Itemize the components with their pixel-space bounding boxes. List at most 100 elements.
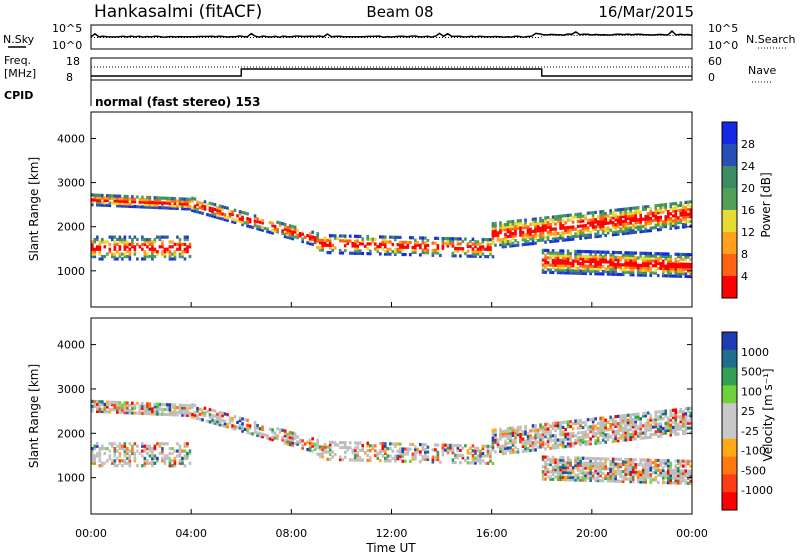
velocity-cell xyxy=(646,411,650,415)
velocity-cell xyxy=(491,443,495,447)
velocity-cell xyxy=(168,447,172,451)
power-cell xyxy=(511,232,515,236)
power-cell xyxy=(684,220,688,224)
power-cell xyxy=(161,245,164,249)
power-cell xyxy=(208,208,212,213)
power-cell xyxy=(111,252,114,256)
velocity-cell xyxy=(133,404,137,408)
velocity-cell xyxy=(581,421,585,425)
power-cell xyxy=(196,202,199,207)
velocity-cell xyxy=(686,459,690,463)
velocity-cell xyxy=(669,418,673,422)
power-cell xyxy=(501,245,505,249)
power-cell xyxy=(158,235,162,239)
velocity-cell xyxy=(674,423,678,427)
velocity-cell xyxy=(636,477,640,481)
velocity-cell xyxy=(584,464,587,468)
velocity-cell xyxy=(406,449,410,454)
power-cell xyxy=(153,201,157,205)
power-cell xyxy=(619,263,622,267)
velocity-cell xyxy=(541,430,545,434)
power-cell xyxy=(564,238,567,242)
power-cell xyxy=(624,253,627,257)
velocity-cell xyxy=(186,444,189,448)
power-cell xyxy=(614,270,617,274)
velocity-cell xyxy=(133,411,137,415)
velocity-cell xyxy=(666,466,670,470)
power-cell xyxy=(689,209,693,214)
power-cell xyxy=(554,232,557,236)
velocity-cell xyxy=(551,460,555,464)
power-cell xyxy=(556,263,560,267)
velocity-cell xyxy=(569,461,572,465)
power-cell xyxy=(689,207,693,211)
velocity-cell xyxy=(519,435,522,439)
velocity-cell xyxy=(689,426,693,430)
power-cell xyxy=(579,234,582,238)
power-cell xyxy=(366,237,370,241)
velocity-cell xyxy=(308,446,312,450)
velocity-cell xyxy=(556,445,560,450)
power-cell xyxy=(113,201,117,205)
power-scatter-cells xyxy=(91,193,693,279)
power-cell xyxy=(546,256,550,260)
velocity-cell xyxy=(171,447,174,451)
velocity-cell xyxy=(591,434,595,438)
velocity-cell xyxy=(358,456,362,460)
velocity-cell xyxy=(386,459,390,463)
velocity-cell xyxy=(271,438,274,442)
velocity-cell xyxy=(631,417,635,422)
power-cell xyxy=(128,250,132,254)
velocity-cell xyxy=(469,451,472,455)
power-cell xyxy=(649,259,653,263)
power-cell xyxy=(644,224,648,228)
power-cell xyxy=(156,235,159,239)
power-cell xyxy=(343,239,347,243)
velocity-cell xyxy=(666,459,670,463)
power-cell xyxy=(188,204,192,209)
velocity-cell xyxy=(101,407,104,411)
velocity-cell xyxy=(173,464,177,468)
power-cell xyxy=(681,222,685,227)
velocity-cell xyxy=(173,405,177,410)
velocity-cell xyxy=(461,453,465,458)
power-cell xyxy=(591,220,595,224)
power-cell xyxy=(664,257,668,261)
velocity-cell xyxy=(153,461,157,465)
velocity-cell xyxy=(684,426,688,431)
power-cell xyxy=(163,206,167,210)
power-cell xyxy=(679,257,683,261)
power-cell xyxy=(361,239,365,243)
power-cell xyxy=(646,212,650,216)
power-cell xyxy=(338,239,342,243)
power-cell xyxy=(123,235,127,239)
power-cell xyxy=(521,243,525,247)
power-cell xyxy=(626,226,630,230)
velocity-cell xyxy=(546,442,550,446)
velocity-cell xyxy=(173,410,177,414)
power-cell xyxy=(531,220,535,224)
velocity-cell xyxy=(158,405,162,409)
velocity-cell xyxy=(621,470,625,474)
velocity-cell xyxy=(594,461,597,466)
velocity-cell xyxy=(501,451,505,456)
velocity-cell xyxy=(644,433,648,437)
velocity-cell xyxy=(318,447,322,451)
velocity-cell xyxy=(654,410,658,414)
power-cell xyxy=(666,214,670,219)
velocity-cell xyxy=(511,428,515,433)
colorbar-segment xyxy=(722,188,737,211)
velocity-cell xyxy=(686,476,690,481)
power-cell xyxy=(506,239,510,244)
power-cell xyxy=(601,214,605,218)
power-cell xyxy=(619,220,622,224)
velocity-cell xyxy=(96,400,99,404)
power-cell xyxy=(316,232,319,236)
velocity-cell xyxy=(646,421,650,425)
power-cell xyxy=(656,208,660,212)
velocity-cell xyxy=(619,424,622,428)
power-cell xyxy=(486,240,490,244)
power-cell xyxy=(626,258,630,262)
velocity-cell xyxy=(511,448,515,452)
power-cell xyxy=(276,220,279,224)
